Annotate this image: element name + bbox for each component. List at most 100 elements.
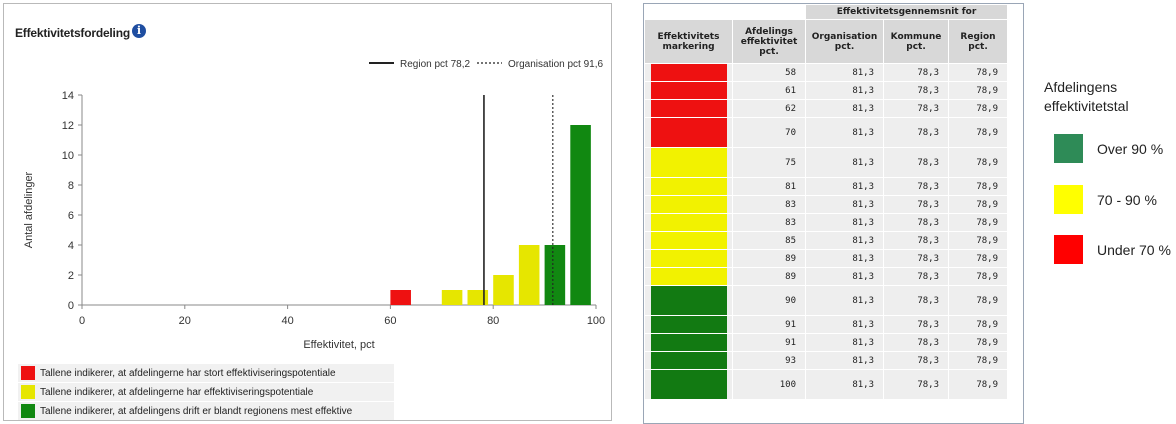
table-cell-kom: 78,3 (883, 147, 949, 178)
category-legend: Tallene indikerer, at afdelingerne har s… (18, 364, 394, 421)
x-tick-label: 0 (79, 315, 85, 327)
efficiency-marker-cell (644, 177, 733, 196)
y-tick-label: 8 (68, 180, 74, 192)
table-cell-kom: 78,3 (883, 351, 949, 370)
efficiency-marker-cell (644, 267, 733, 286)
table-cell-org: 81,3 (805, 369, 884, 400)
efficiency-marker-cell (644, 195, 733, 214)
table-header: Afdelings effektivitet pct. (732, 19, 806, 64)
color-legend-label: 70 - 90 % (1097, 191, 1157, 208)
table-row: 81 81,3 78,3 78,9 (644, 177, 1008, 196)
x-tick-label: 40 (281, 315, 293, 327)
table-cell-reg: 78,9 (948, 99, 1008, 118)
y-axis-label: Antal afdelinger (23, 171, 35, 248)
x-tick-label: 80 (487, 315, 499, 327)
table-cell-kom: 78,3 (883, 213, 949, 232)
efficiency-marker-swatch (650, 118, 727, 147)
legend-line-label: Region pct 78,2 (400, 59, 470, 70)
efficiency-marker-cell (644, 99, 733, 118)
table-cell-kom: 78,3 (883, 333, 949, 352)
table-cell-org: 81,3 (805, 249, 884, 268)
efficiency-marker-swatch (650, 196, 727, 213)
table-cell-afd: 70 (732, 117, 806, 148)
histogram-bar (390, 290, 411, 305)
table-cell-org: 81,3 (805, 333, 884, 352)
efficiency-marker-swatch (650, 148, 727, 177)
efficiency-marker-swatch (650, 82, 727, 99)
table-cell-afd: 61 (732, 81, 806, 100)
table-cell-reg: 78,9 (948, 81, 1008, 100)
table-header: Region pct. (948, 19, 1008, 64)
table-cell-reg: 78,9 (948, 213, 1008, 232)
y-tick-label: 2 (68, 270, 74, 282)
histogram-bar (544, 245, 566, 305)
table-cell-org: 81,3 (805, 177, 884, 196)
table-cell-afd: 89 (732, 267, 806, 286)
table-cell-kom: 78,3 (883, 285, 949, 316)
efficiency-marker-swatch (650, 268, 727, 285)
efficiency-marker-cell (644, 213, 733, 232)
table-cell-kom: 78,3 (883, 177, 949, 196)
info-icon[interactable]: i (132, 24, 146, 38)
table-row: 91 81,3 78,3 78,9 (644, 315, 1008, 334)
table-cell-org: 81,3 (805, 315, 884, 334)
table-cell-reg: 78,9 (948, 195, 1008, 214)
table-cell-afd: 89 (732, 249, 806, 268)
efficiency-marker-swatch (650, 214, 727, 231)
efficiency-marker-swatch (650, 178, 727, 195)
table-cell-kom: 78,3 (883, 99, 949, 118)
table-cell-reg: 78,9 (948, 369, 1008, 400)
histogram-bar (570, 125, 591, 305)
table-cell-org: 81,3 (805, 267, 884, 286)
table-cell-kom: 78,3 (883, 117, 949, 148)
table-row: 58 81,3 78,3 78,9 (644, 63, 1008, 82)
table-row: 89 81,3 78,3 78,9 (644, 249, 1008, 268)
table-cell-afd: 83 (732, 195, 806, 214)
efficiency-marker-cell (644, 63, 733, 82)
table-row: 75 81,3 78,3 78,9 (644, 147, 1008, 178)
category-legend-item: Tallene indikerer, at afdelingerne har s… (18, 364, 394, 382)
table-cell-kom: 78,3 (883, 63, 949, 82)
chart-title: Effektivitetsfordeling (15, 26, 130, 40)
table-header: Kommune pct. (883, 19, 949, 64)
table-cell-org: 81,3 (805, 351, 884, 370)
efficiency-marker-swatch (650, 100, 727, 117)
table-cell-org: 81,3 (805, 81, 884, 100)
y-tick-label: 12 (62, 120, 74, 132)
table-row: 70 81,3 78,3 78,9 (644, 117, 1008, 148)
efficiency-marker-cell (644, 369, 733, 400)
histogram-bar (493, 275, 514, 305)
table-cell-afd: 85 (732, 231, 806, 250)
table-cell-kom: 78,3 (883, 249, 949, 268)
table-row: 62 81,3 78,3 78,9 (644, 99, 1008, 118)
table-header: Organisation pct. (805, 19, 884, 64)
efficiency-marker-swatch (650, 370, 727, 399)
table-cell-kom: 78,3 (883, 267, 949, 286)
efficiency-marker-cell (644, 333, 733, 352)
color-legend-item: Over 90 % (1054, 134, 1163, 163)
table-cell-org: 81,3 (805, 231, 884, 250)
table-cell-kom: 78,3 (883, 195, 949, 214)
efficiency-marker-swatch (650, 334, 727, 351)
y-tick-label: 6 (68, 210, 74, 222)
y-tick-label: 10 (62, 150, 74, 162)
table-cell-org: 81,3 (805, 63, 884, 82)
table-cell-reg: 78,9 (948, 351, 1008, 370)
table-cell-afd: 91 (732, 315, 806, 334)
y-tick-label: 4 (68, 240, 74, 252)
efficiency-marker-cell (644, 81, 733, 100)
efficiency-marker-swatch (650, 352, 727, 369)
category-legend-swatch (21, 385, 35, 399)
efficiency-marker-swatch (650, 316, 727, 333)
efficiency-marker-cell (644, 315, 733, 334)
category-legend-text: Tallene indikerer, at afdelingerne har s… (40, 367, 336, 379)
x-tick-label: 60 (384, 315, 396, 327)
color-legend-item: Under 70 % (1054, 235, 1171, 264)
color-legend: Afdelingens effektivitetstal Over 90 % 70… (1044, 78, 1176, 264)
category-legend-swatch (21, 404, 35, 418)
table-cell-afd: 93 (732, 351, 806, 370)
efficiency-marker-swatch (650, 232, 727, 249)
table-cell-afd: 90 (732, 285, 806, 316)
efficiency-marker-swatch (650, 286, 727, 315)
table-cell-reg: 78,9 (948, 315, 1008, 334)
